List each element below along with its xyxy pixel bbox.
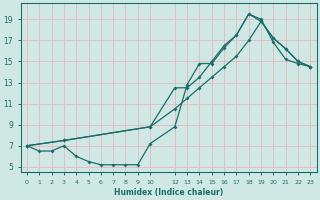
X-axis label: Humidex (Indice chaleur): Humidex (Indice chaleur)	[114, 188, 223, 197]
